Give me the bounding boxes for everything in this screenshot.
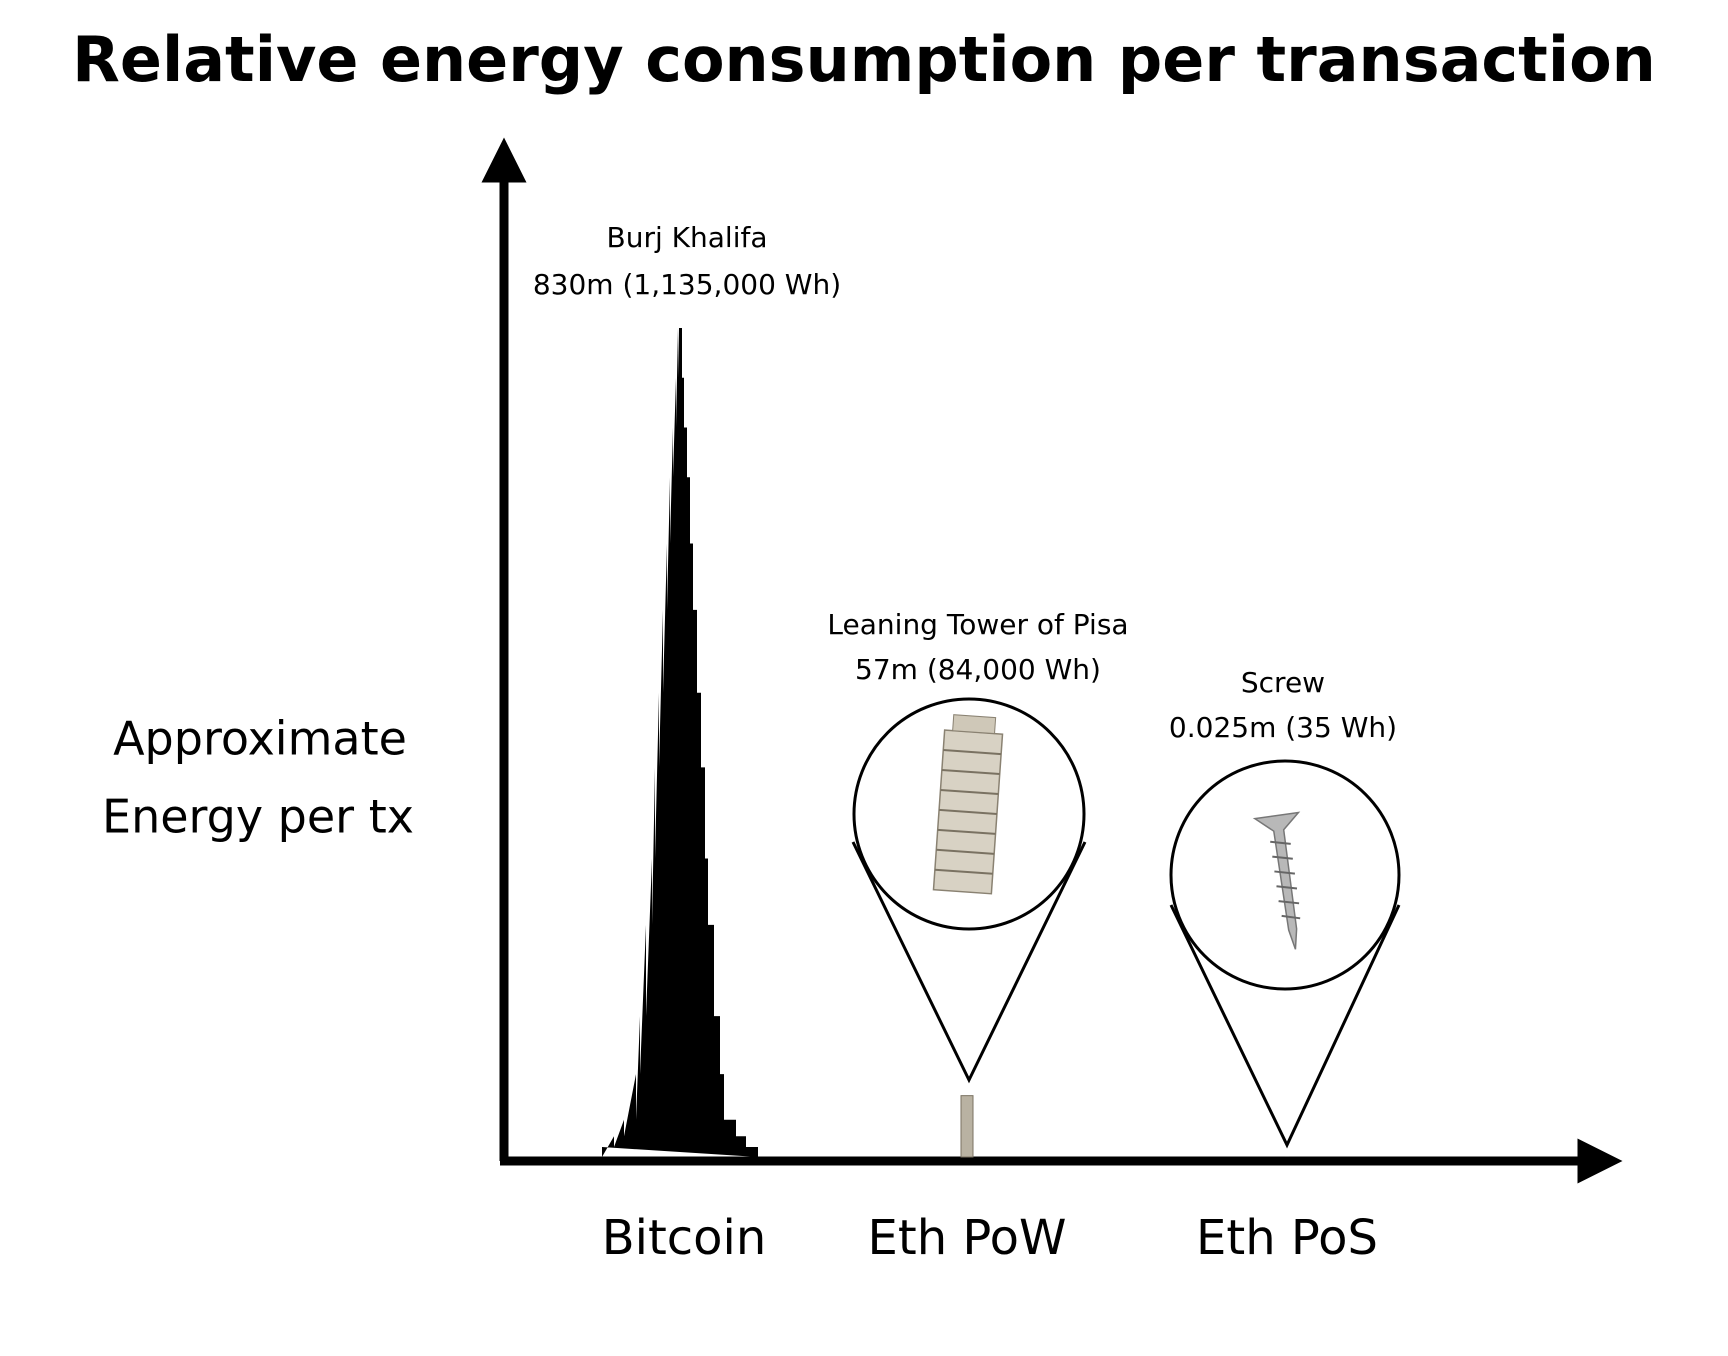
object-label: Burj Khalifa	[607, 221, 768, 254]
object-label: Leaning Tower of Pisa	[827, 608, 1128, 641]
bar	[960, 1095, 974, 1158]
value-label: 0.025m (35 Wh)	[1169, 711, 1397, 744]
y-axis-label: Energy per tx	[102, 790, 414, 844]
value-label: 830m (1,135,000 Wh)	[533, 268, 841, 301]
chart-title: Relative energy consumption per transact…	[72, 23, 1656, 96]
x-tick-label: Bitcoin	[602, 1210, 767, 1266]
magnifier	[851, 697, 1401, 1149]
bar	[602, 328, 758, 1157]
object-label: Screw	[1241, 666, 1325, 699]
x-tick-label: Eth PoS	[1196, 1210, 1378, 1266]
y-axis-label: Approximate	[113, 712, 407, 766]
x-tick-label: Eth PoW	[868, 1210, 1067, 1266]
pisa-icon	[932, 714, 1004, 895]
value-label: 57m (84,000 Wh)	[855, 653, 1101, 686]
screw-icon	[1252, 811, 1301, 950]
